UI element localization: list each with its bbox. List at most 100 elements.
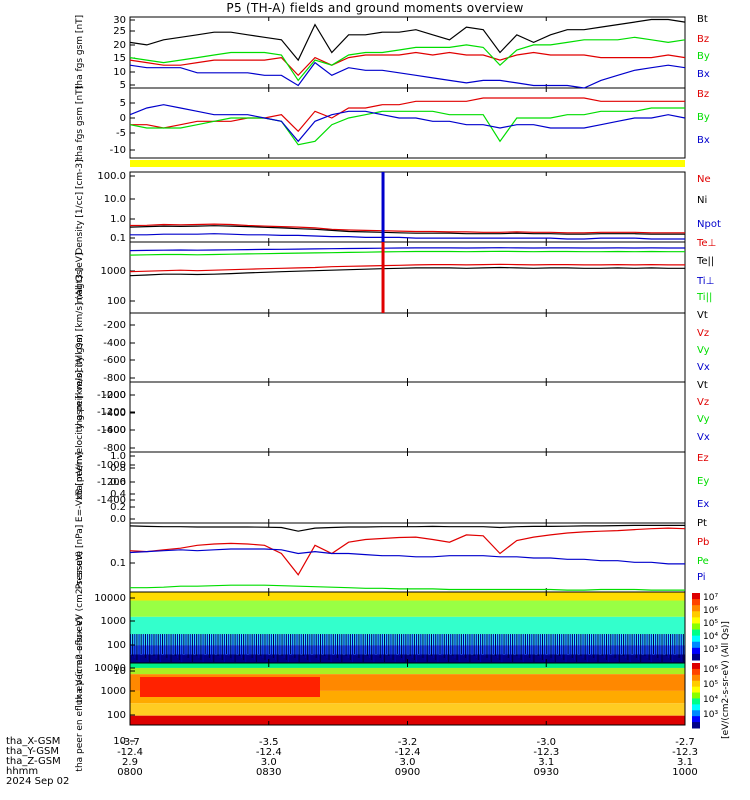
- spectrogram-cell: [298, 634, 300, 662]
- y-tick-label: -200: [103, 390, 126, 401]
- spectrogram-cell: [219, 634, 221, 658]
- axis-title: Pressure [nPa]: [75, 525, 85, 590]
- spectrogram-cell: [159, 634, 161, 662]
- spectrogram-cell: [435, 634, 437, 660]
- panel-frame-1: [129, 87, 686, 159]
- spectrogram-cell: [334, 634, 336, 656]
- legend-Vx: Vx: [697, 432, 710, 443]
- spectrogram-9: [130, 663, 685, 725]
- spectrogram-cell: [268, 634, 270, 654]
- axis-title: tha fgs gsm [nT]: [75, 86, 85, 160]
- spectrogram-cell: [211, 634, 213, 660]
- colorbar-tick: 10⁵: [703, 680, 718, 690]
- spectrogram-cell: [552, 634, 554, 660]
- colorbar-swatch: [692, 704, 700, 711]
- spectrogram-cell: [354, 634, 356, 654]
- spectrogram-cell: [273, 634, 275, 658]
- y-tick-label: -1400: [97, 495, 126, 506]
- footer-label-z: tha_Z-GSM: [6, 756, 61, 767]
- y-tick-label: 15: [113, 53, 126, 64]
- colorbar-swatch: [692, 641, 700, 649]
- spectrogram-band: [130, 667, 685, 675]
- spectrogram-cell: [270, 634, 272, 656]
- spectrogram-cell: [667, 634, 669, 658]
- spectrogram-cell: [352, 634, 353, 662]
- footer-value: -3.2: [398, 737, 418, 748]
- spectrogram-cell: [309, 634, 311, 662]
- colorbar-swatch: [692, 663, 700, 670]
- spectrogram-cell: [678, 634, 680, 658]
- spectrogram-cell: [578, 634, 580, 654]
- colorbar-tick: 10⁴: [703, 695, 718, 705]
- spectrogram-cell: [454, 634, 456, 658]
- spectrogram-cell: [484, 634, 486, 656]
- legend-Ti||: Ti||: [696, 292, 712, 303]
- footer-value: 3.1: [677, 757, 693, 768]
- y-tick-label: 1.0: [110, 451, 126, 462]
- spectrogram-cell: [554, 634, 556, 662]
- spectrogram-cell: [266, 634, 268, 662]
- colorbar-swatch: [692, 593, 700, 600]
- spectrogram-cell: [469, 634, 471, 662]
- y-tick-label: -400: [103, 338, 126, 349]
- flag-bar: [130, 160, 685, 167]
- spectrogram-cell: [319, 634, 321, 662]
- spectrogram-cell: [448, 634, 450, 662]
- colorbar-swatch: [692, 722, 700, 729]
- spectrogram-cell: [238, 634, 240, 656]
- spectrogram-cell: [172, 634, 174, 654]
- colorbar-swatch: [692, 617, 700, 624]
- spectrogram-cell: [650, 634, 652, 662]
- spectrogram-cell: [262, 634, 264, 658]
- spectrogram-cell: [162, 634, 164, 654]
- colorbar-swatch: [692, 716, 700, 723]
- panel-frame-4: [129, 312, 686, 383]
- spectrogram-cell: [339, 634, 341, 660]
- footer-value: 0930: [534, 767, 559, 778]
- spectrogram-cell: [176, 634, 178, 658]
- spectrogram-cell: [424, 634, 426, 660]
- spectrogram-cell: [422, 634, 424, 658]
- spectrogram-cell: [275, 634, 277, 660]
- colorbar-swatch: [692, 599, 700, 606]
- spectrogram-cell: [623, 634, 625, 656]
- spectrogram-band: [130, 600, 685, 617]
- y-tick-label: 1000: [101, 616, 126, 627]
- spectrogram-cell: [223, 634, 225, 662]
- spectrogram-cell: [198, 634, 200, 658]
- spectrogram-cell: [522, 634, 524, 662]
- axis-title: tha peer en eflux eV (cm2-s-sr-eV): [75, 616, 85, 771]
- spectrogram-cell: [191, 634, 193, 662]
- spectrogram-cell: [648, 634, 650, 660]
- spectrogram-cell: [142, 634, 144, 656]
- y-tick-label: 0.4: [110, 489, 126, 500]
- panel-frame-7: [129, 522, 686, 593]
- spectrogram-cell: [236, 634, 238, 654]
- spectrogram-cell: [157, 634, 159, 660]
- spectrogram-cell: [642, 634, 644, 654]
- spectrogram-cell: [535, 634, 537, 654]
- legend-Ex: Ex: [697, 499, 709, 510]
- spectrogram-cell: [330, 634, 332, 662]
- spectrogram-cell: [559, 634, 561, 656]
- legend-Ez: Ez: [697, 453, 709, 464]
- spectrogram-cell: [659, 634, 661, 660]
- spectrogram-cell: [221, 634, 223, 660]
- panel-frame-6: [129, 451, 686, 524]
- spectrogram-cell: [371, 634, 373, 660]
- axis-title: Density [1/cc] [cm-3]: [75, 159, 85, 254]
- spectrogram-cell: [174, 634, 176, 656]
- y-tick-label: 100.0: [97, 171, 126, 182]
- spectrogram-cell: [567, 634, 569, 654]
- footer-value: -2.7: [675, 737, 695, 748]
- spectrogram-cell: [290, 634, 292, 654]
- legend-Ti⊥: Ti⊥: [696, 276, 714, 287]
- chart-title: P5 (TH-A) fields and ground moments over…: [226, 1, 524, 15]
- spectrogram-cell: [317, 634, 319, 660]
- y-tick-label: -10: [110, 145, 126, 156]
- spectrogram-cell: [492, 634, 494, 654]
- y-tick-label: 10.0: [104, 194, 126, 205]
- legend-Bz: Bz: [697, 34, 709, 45]
- spectrogram-cell: [215, 634, 217, 654]
- y-tick-label: 0.1: [110, 558, 126, 569]
